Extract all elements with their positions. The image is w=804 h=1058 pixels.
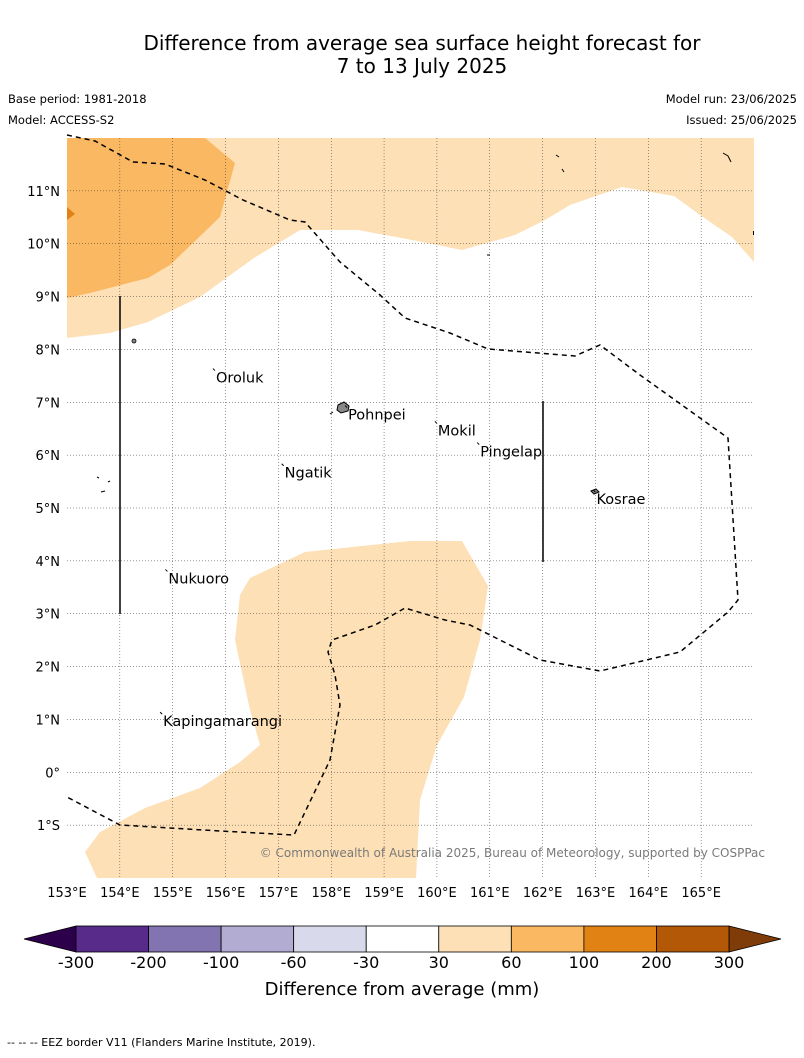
lon-tick-label: 159°E: [364, 886, 404, 901]
lon-tick-label: 157°E: [259, 886, 299, 901]
colorbar-tick-label: 30: [429, 953, 449, 972]
lon-tick-label: 156°E: [206, 886, 246, 901]
axis-tick-labels: 153°E 154°E 155°E 156°E 157°E 158°E 159°E 160°E…: [27, 185, 721, 901]
colorbar-swatch: [583, 925, 657, 953]
colorbar-swatch: [148, 925, 222, 953]
model-name: Model: ACCESS-S2: [8, 113, 115, 127]
anomaly-contours: [67, 138, 754, 878]
contour-60-100-northwest: [67, 138, 235, 298]
contour-30-60-north: [67, 138, 754, 338]
colorbar-swatch: [293, 925, 367, 953]
colorbar-tick-label: 300: [714, 953, 745, 972]
lon-tick-label: 161°E: [470, 886, 510, 901]
eez-footnote: -- -- -- EEZ border V11 (Flanders Marine…: [7, 1036, 316, 1049]
colorbar-swatch: [220, 925, 295, 953]
place-label: Mokil: [438, 423, 476, 439]
place-marker: [159, 711, 163, 715]
colorbar-tick-label: -30: [353, 953, 379, 972]
issued-date: Issued: 25/06/2025: [686, 113, 797, 127]
lat-tick-label: 1°S: [37, 819, 60, 834]
title-line-1: Difference from average sea surface heig…: [143, 31, 701, 55]
colorbar-tick-label: -300: [58, 953, 94, 972]
colorbar-swatch: [656, 925, 730, 953]
base-period: Base period: 1981-2018: [8, 92, 147, 106]
lon-tick-label: 153°E: [47, 886, 87, 901]
colorbar-tick-label: 200: [641, 953, 672, 972]
place-marker: [434, 421, 438, 424]
place-marker: [212, 368, 216, 371]
islet-group-west: [96, 476, 111, 493]
copyright-notice: © Commonwealth of Australia 2025, Bureau…: [260, 846, 765, 860]
lon-tick-label: 158°E: [311, 886, 351, 901]
lat-tick-label: 5°N: [36, 502, 61, 517]
colorbar-swatch: [365, 925, 440, 953]
legend-title: Difference from average (mm): [265, 979, 540, 1000]
model-run-date: Model run: 23/06/2025: [665, 92, 797, 106]
colorbar-tick-label: -200: [130, 953, 166, 972]
colorbar-tick-label: 100: [569, 953, 600, 972]
islet-group-north: [555, 154, 565, 173]
colorbar-tick-label: -100: [203, 953, 239, 972]
legend-colorbar: -300 -200 -100 -60 -30 30 60 100 200 300: [23, 925, 782, 972]
place-label: Pingelap: [480, 445, 542, 461]
lon-tick-label: 155°E: [153, 886, 193, 901]
place-label: Nukuoro: [168, 571, 229, 587]
islet-west: [131, 338, 137, 344]
place-marker: [593, 489, 596, 493]
place-label: Kosrae: [596, 492, 645, 508]
colorbar-under-arrow: [23, 925, 77, 953]
lat-tick-label: 9°N: [36, 291, 61, 306]
place-label: Oroluk: [216, 371, 264, 387]
lat-tick-label: 8°N: [36, 343, 61, 358]
lat-tick-label: 7°N: [36, 396, 61, 411]
colorbar-over-arrow: [728, 925, 782, 953]
place-label: Kapingamarangi: [163, 714, 282, 730]
eez-borders: [66, 134, 739, 836]
contour-100-200-patch: [67, 207, 75, 220]
lat-tick-label: 3°N: [36, 608, 61, 623]
lat-tick-label: 1°N: [36, 713, 61, 728]
place-label: Pohnpei: [348, 408, 406, 424]
contour-30-60-south: [85, 541, 488, 878]
colorbar-swatch: [75, 925, 149, 953]
colorbar-tick-label: -60: [281, 953, 307, 972]
islet-group-northeast: [722, 152, 732, 163]
title-line-2: 7 to 13 July 2025: [336, 54, 508, 78]
lat-tick-label: 6°N: [36, 449, 61, 464]
islet-east: [753, 231, 754, 235]
place-marker: [165, 569, 168, 572]
eez-border-north: [66, 134, 739, 836]
lat-tick-label: 2°N: [36, 661, 61, 676]
lon-tick-label: 163°E: [576, 886, 616, 901]
colorbar-swatch: [438, 925, 512, 953]
lon-tick-label: 162°E: [523, 886, 563, 901]
lon-tick-label: 165°E: [681, 886, 721, 901]
map-title: Difference from average sea surface heig…: [0, 32, 804, 78]
place-marker: [476, 442, 480, 445]
place-label: Ngatik: [285, 466, 333, 482]
place-marker: [281, 463, 285, 467]
lon-tick-label: 160°E: [417, 886, 457, 901]
lat-tick-label: 0°: [45, 766, 60, 781]
colorbar-tick-label: 60: [501, 953, 521, 972]
lat-tick-label: 4°N: [36, 555, 61, 570]
lon-tick-label: 154°E: [100, 886, 140, 901]
pohnpei-island: [329, 401, 350, 415]
colorbar-swatch: [510, 925, 585, 953]
place-marker: [344, 405, 348, 408]
islet-markers: [96, 152, 732, 493]
lat-tick-label: 10°N: [27, 238, 60, 253]
lon-tick-label: 164°E: [629, 886, 669, 901]
lat-tick-label: 11°N: [27, 185, 60, 200]
